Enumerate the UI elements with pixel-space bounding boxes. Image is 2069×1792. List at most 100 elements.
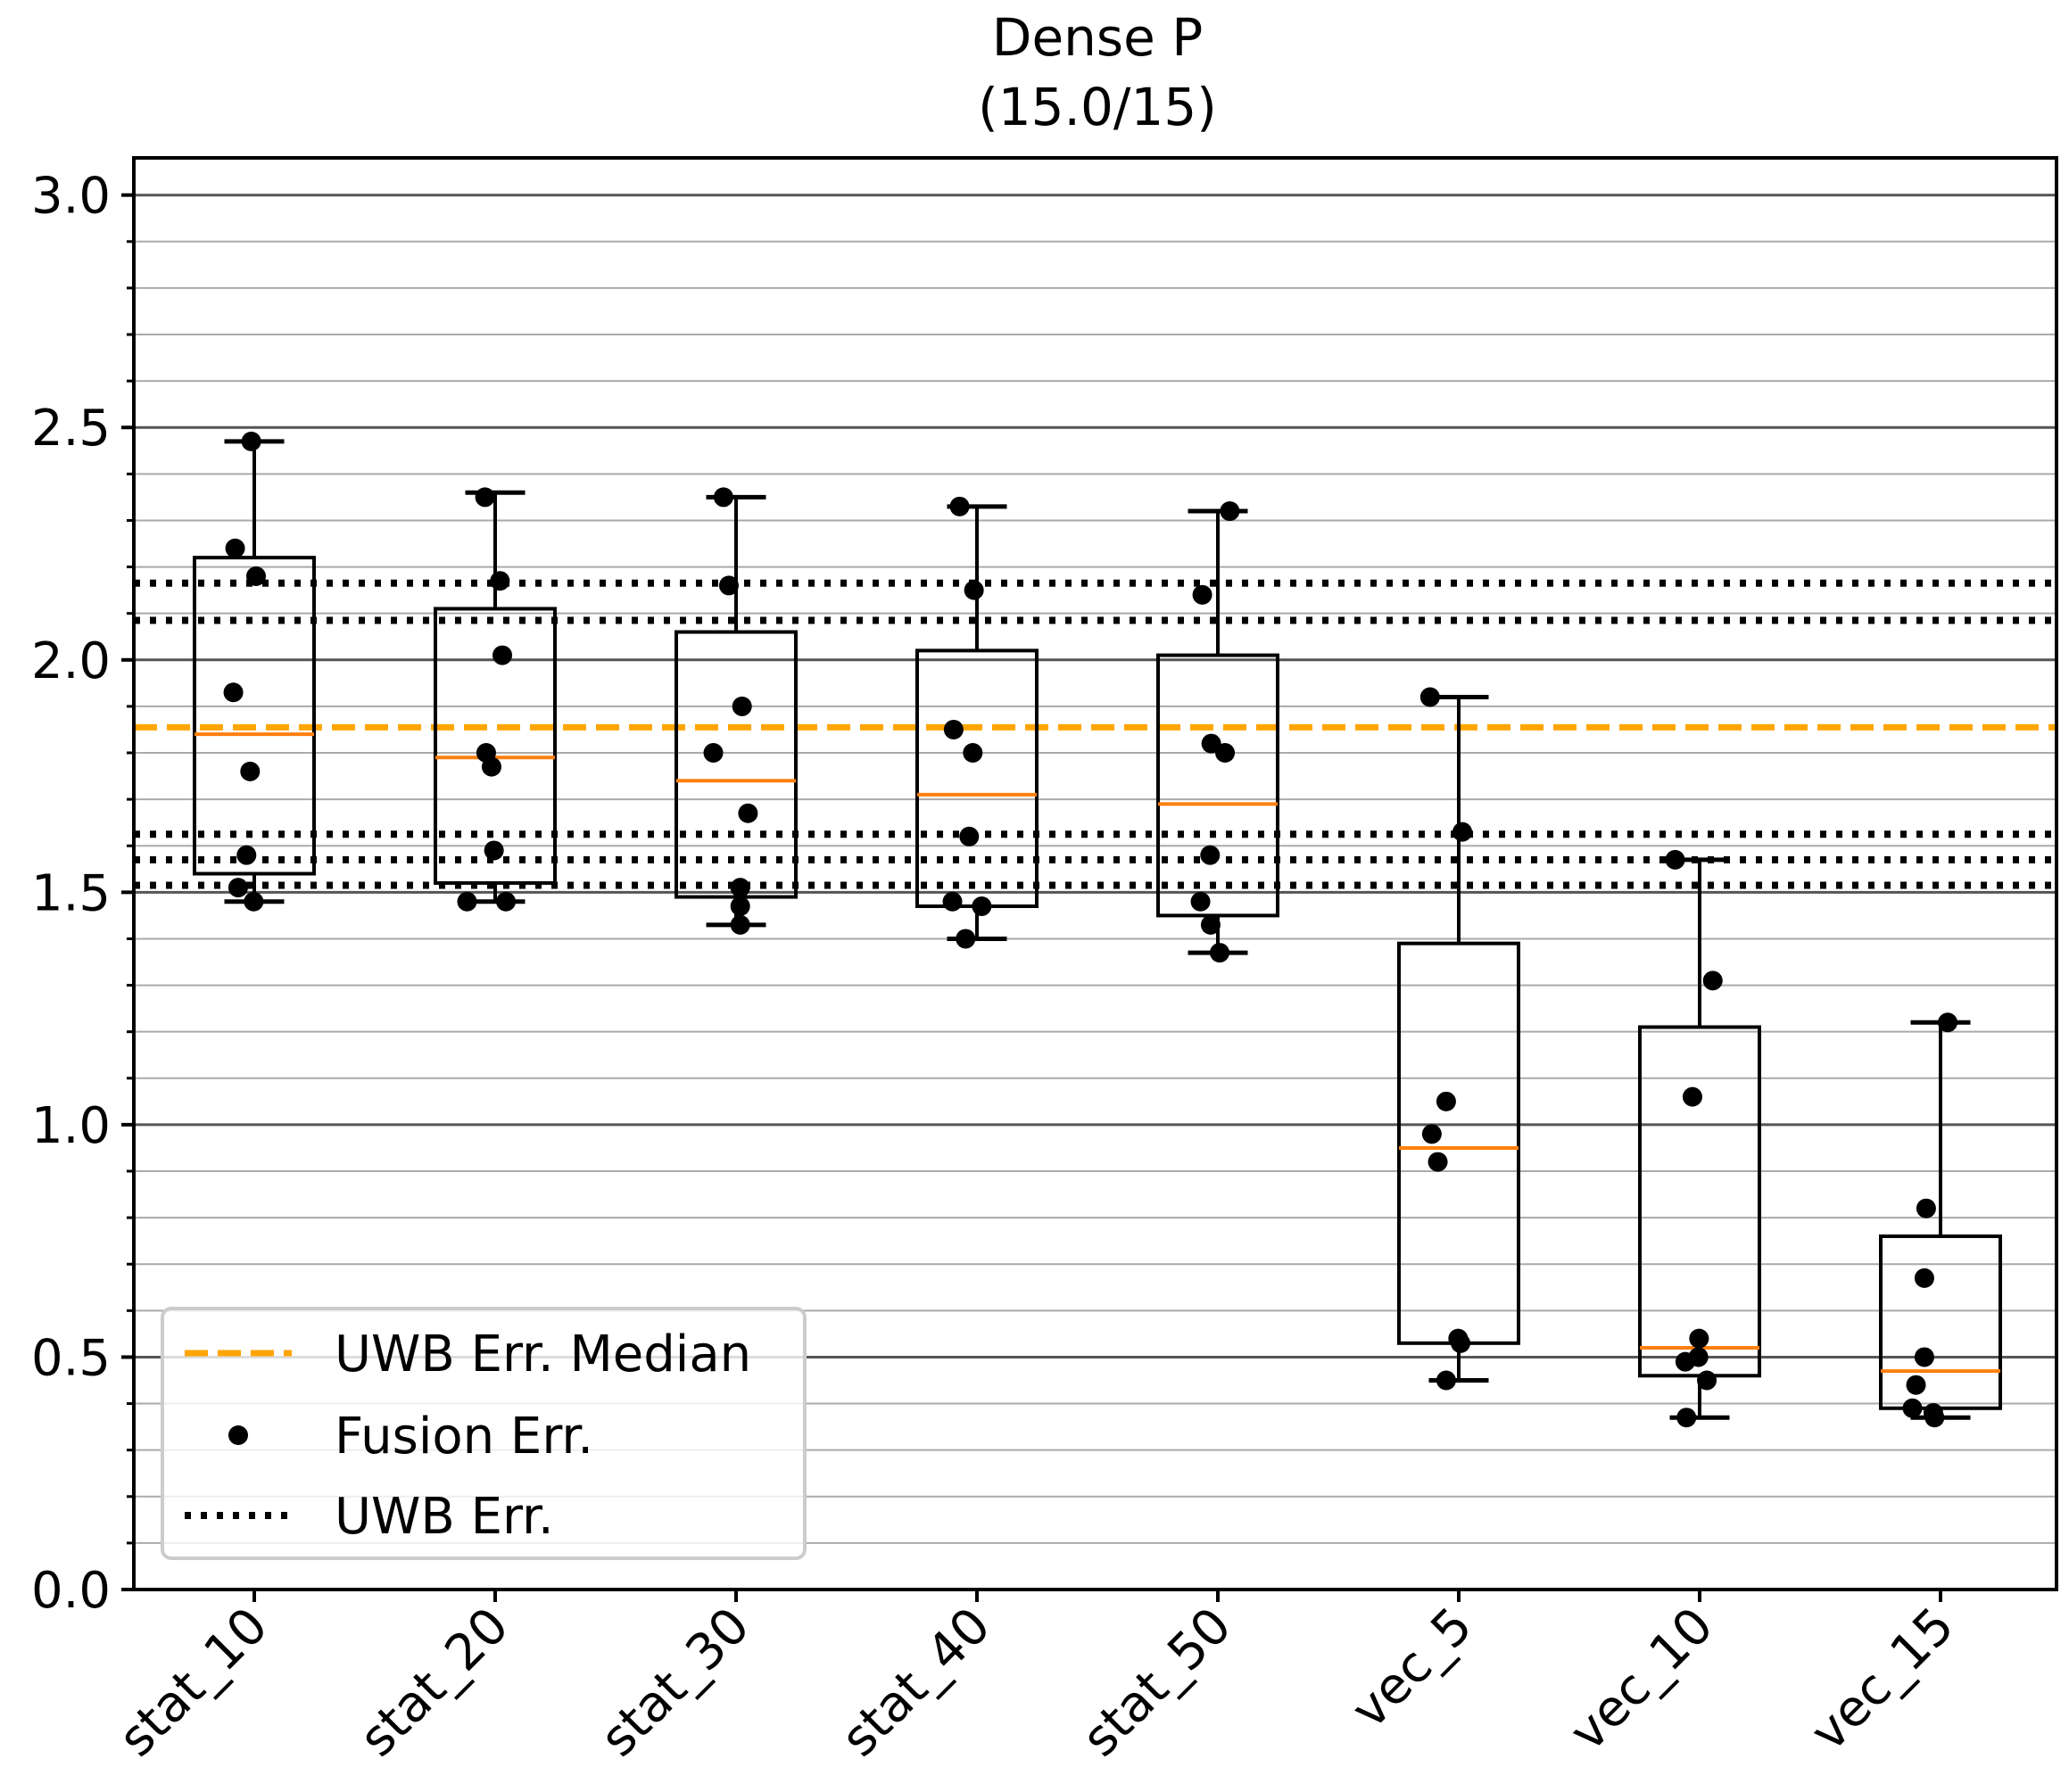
fusion-error-point xyxy=(713,487,733,508)
fusion-error-point xyxy=(1675,1351,1695,1372)
fusion-error-point xyxy=(1665,849,1685,870)
fusion-error-point xyxy=(964,580,984,600)
x-tick-label: stat_10 xyxy=(108,1597,279,1768)
fusion-error-point xyxy=(1210,943,1230,963)
box-body xyxy=(674,630,798,899)
legend-point-swatch xyxy=(228,1425,248,1445)
boxes xyxy=(193,439,2002,1420)
fusion-error-point xyxy=(225,538,245,558)
y-tick-label: 3.0 xyxy=(31,168,111,226)
fusion-error-point xyxy=(496,891,517,912)
x-tick-label: vec_10 xyxy=(1559,1597,1725,1763)
fusion-error-point xyxy=(718,575,739,596)
fusion-error-point xyxy=(1689,1328,1709,1349)
y-tick-label: 2.5 xyxy=(31,400,111,458)
x-tick-label: stat_30 xyxy=(590,1597,761,1768)
y-tick-label: 2.0 xyxy=(31,632,111,690)
fusion-error-point xyxy=(484,840,504,861)
fusion-error-point xyxy=(457,891,477,912)
fusion-error-point xyxy=(490,571,510,591)
fusion-error-point xyxy=(949,496,970,516)
chart-subtitle: (15.0/15) xyxy=(978,77,1217,137)
fusion-error-point xyxy=(1220,501,1240,522)
fusion-error-point xyxy=(1451,1333,1471,1353)
fusion-error-point xyxy=(1419,687,1440,707)
fusion-error-point xyxy=(730,878,750,898)
fusion-error-point xyxy=(241,431,261,451)
x-tick-label: stat_20 xyxy=(349,1597,520,1768)
fusion-error-point xyxy=(244,891,264,912)
fusion-error-point xyxy=(223,682,244,703)
fusion-error-point xyxy=(1697,1370,1717,1391)
chart-title: Dense P xyxy=(992,7,1203,68)
legend: UWB Err. Median Fusion Err. UWB Err. xyxy=(161,1307,807,1560)
box-stat_20 xyxy=(434,490,557,904)
fusion-error-point xyxy=(1200,845,1221,865)
legend-frame xyxy=(161,1307,807,1560)
x-tick-label: vec_15 xyxy=(1800,1597,1966,1763)
fusion-error-point xyxy=(942,891,963,912)
fusion-error-point xyxy=(1190,891,1211,912)
fusion-error-point xyxy=(963,743,983,764)
legend-label-median: UWB Err. Median xyxy=(335,1325,751,1383)
legend-label-fusion: Fusion Err. xyxy=(335,1408,593,1466)
grid xyxy=(134,194,2057,1544)
fusion-error-point xyxy=(956,929,976,949)
x-tick-label: stat_50 xyxy=(1072,1597,1243,1768)
box-body xyxy=(1156,653,1279,918)
fusion-error-point xyxy=(1421,1124,1442,1144)
y-tick-label: 0.5 xyxy=(31,1329,111,1387)
plot-frame xyxy=(132,156,2058,1591)
fusion-error-point xyxy=(1702,970,1723,991)
fusion-error-point xyxy=(730,896,750,916)
box-body xyxy=(193,556,316,876)
fusion-error-point xyxy=(1914,1347,1934,1367)
fusion-error-point xyxy=(703,743,724,764)
fusion-error-point xyxy=(1924,1408,1945,1428)
fusion-error-points xyxy=(223,431,1958,1428)
box-stat_40 xyxy=(915,504,1039,941)
fusion-error-point xyxy=(236,845,257,865)
fusion-error-point xyxy=(1436,1370,1456,1391)
reference-lines xyxy=(134,579,2057,889)
box-body xyxy=(434,607,557,885)
fusion-error-point xyxy=(1676,1408,1697,1428)
legend-label-uwb: UWB Err. xyxy=(335,1488,554,1546)
box-body xyxy=(915,648,1039,908)
fusion-error-point xyxy=(1428,1152,1448,1172)
fusion-error-point xyxy=(240,761,261,781)
fusion-error-point xyxy=(1916,1198,1936,1218)
fusion-error-point xyxy=(1938,1012,1958,1033)
box-body xyxy=(1879,1234,2002,1410)
fusion-error-point xyxy=(1201,733,1221,754)
fusion-error-point xyxy=(475,487,495,508)
fusion-error-point xyxy=(732,696,752,716)
fusion-error-point xyxy=(1215,743,1236,764)
x-tick-label: vec_5 xyxy=(1340,1597,1484,1740)
fusion-error-point xyxy=(1682,1086,1702,1107)
fusion-error-point xyxy=(1902,1398,1923,1418)
fusion-error-point xyxy=(481,756,501,777)
box-body xyxy=(1638,1025,1761,1378)
box-stat_10 xyxy=(193,439,316,904)
fusion-error-point xyxy=(1914,1268,1934,1288)
y-tick-label: 1.5 xyxy=(31,864,111,922)
fusion-error-point xyxy=(492,645,513,665)
fusion-error-point xyxy=(1452,822,1473,842)
fusion-error-point xyxy=(959,826,980,846)
box-body xyxy=(1397,941,1520,1345)
fusion-error-point xyxy=(1200,914,1221,935)
fusion-error-point xyxy=(972,896,992,916)
fusion-error-point xyxy=(738,803,758,823)
fusion-error-point xyxy=(246,566,267,586)
y-tick-label: 1.0 xyxy=(31,1097,111,1155)
fusion-error-point xyxy=(1436,1091,1456,1111)
fusion-error-point xyxy=(1192,584,1212,605)
fusion-error-point xyxy=(943,719,964,739)
fusion-error-point xyxy=(1906,1375,1926,1395)
y-tick-label: 0.0 xyxy=(31,1562,111,1620)
fusion-error-point xyxy=(228,878,248,898)
fusion-error-point xyxy=(730,914,750,935)
x-tick-label: stat_40 xyxy=(831,1597,1002,1768)
